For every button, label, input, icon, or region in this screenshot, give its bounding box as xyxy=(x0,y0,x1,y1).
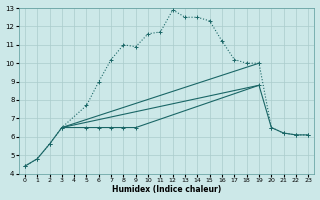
X-axis label: Humidex (Indice chaleur): Humidex (Indice chaleur) xyxy=(112,185,221,194)
